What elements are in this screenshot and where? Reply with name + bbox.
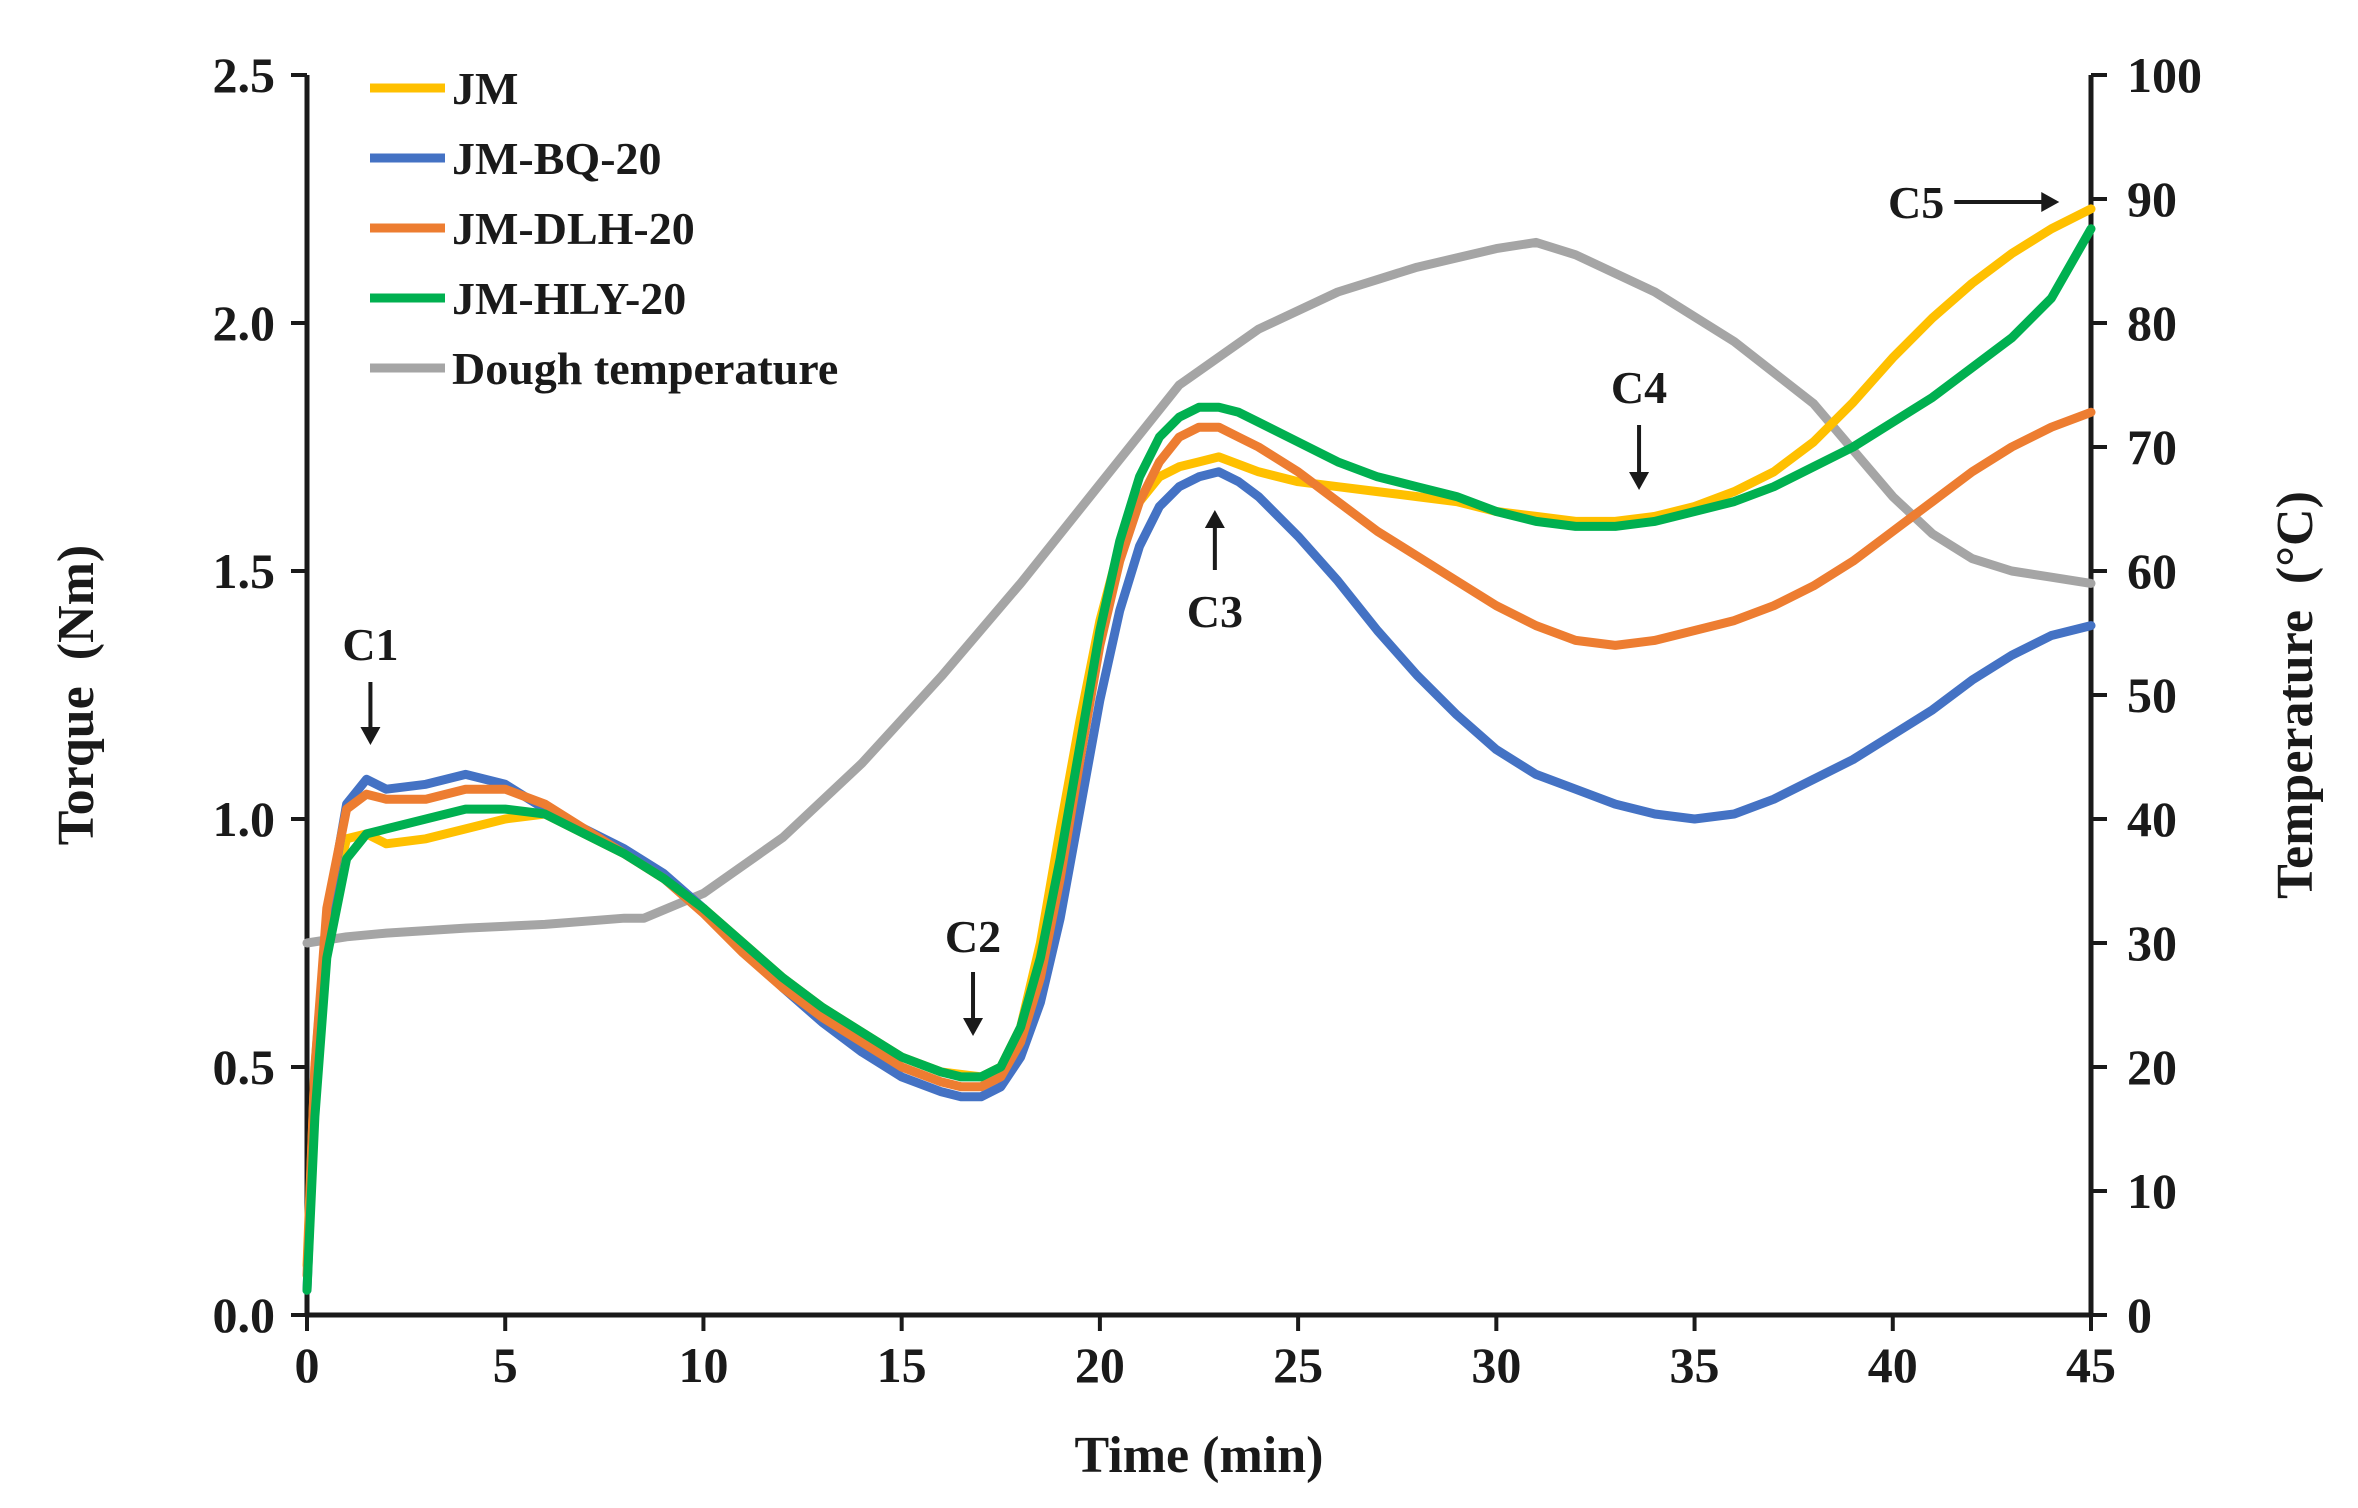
y2-tick-label: 100	[2127, 47, 2202, 103]
y2-tick-label: 10	[2127, 1163, 2177, 1219]
y-tick-label: 0.0	[213, 1287, 276, 1343]
annotation-arrowhead	[963, 1018, 984, 1036]
annotation-label: C5	[1888, 177, 1944, 228]
y2-tick-label: 0	[2127, 1287, 2152, 1343]
series-line-dough-temperature	[302, 237, 2096, 948]
x-tick-label: 20	[1075, 1337, 1125, 1393]
y-tick-label: 1.5	[213, 543, 276, 599]
y2-tick-label: 40	[2127, 791, 2177, 847]
ticks: 0 5 10 15 20 25 30 35 40 45 0.0 0.5 1.0 1.5 2.0 2.5 0 10 2…	[213, 47, 2203, 1393]
legend-label: JM	[452, 63, 518, 114]
y2-tick-label: 30	[2127, 915, 2177, 971]
annotation-arrowhead	[1204, 510, 1225, 528]
annotation-label: C1	[342, 619, 398, 670]
x-tick-label: 15	[877, 1337, 927, 1393]
y-tick-label: 0.5	[213, 1039, 276, 1095]
annotation-label: C4	[1611, 362, 1667, 413]
y2-tick-label: 60	[2127, 543, 2177, 599]
y-tick-label: 2.5	[213, 47, 276, 103]
y-tick-label: 1.0	[213, 791, 276, 847]
legend: JM JM-BQ-20 JM-DLH-20 JM-HLY-20 Dough temper…	[370, 63, 838, 394]
annotation-label: C3	[1187, 586, 1243, 637]
annotation-arrowhead	[360, 727, 381, 745]
y2-tick-label: 20	[2127, 1039, 2177, 1095]
x-tick-label: 10	[678, 1337, 728, 1393]
series-line-jm-hly-20	[302, 224, 2096, 1295]
series-line-jm-dlh-20	[302, 407, 2096, 1280]
y-axis-left-title: Torque (Nm)	[48, 545, 105, 845]
x-tick-label: 40	[1868, 1337, 1918, 1393]
y-tick-label: 2.0	[213, 295, 276, 351]
annotations: C1 C2 C3 C4 C5	[342, 177, 2060, 1036]
y2-tick-label: 50	[2127, 667, 2177, 723]
x-tick-label: 35	[1670, 1337, 1720, 1393]
x-tick-label: 30	[1471, 1337, 1521, 1393]
y2-tick-label: 70	[2127, 419, 2177, 475]
axes	[304, 75, 2094, 1318]
y2-tick-label: 80	[2127, 295, 2177, 351]
y-axis-right-title: Temperature (°C)	[2267, 491, 2324, 899]
y2-tick-label: 90	[2127, 171, 2177, 227]
x-axis-title: Time (min)	[1075, 1427, 1324, 1484]
annotation-arrowhead	[2041, 192, 2060, 212]
legend-label: JM-HLY-20	[452, 273, 686, 324]
legend-label: JM-BQ-20	[452, 133, 662, 184]
x-tick-label: 5	[493, 1337, 518, 1393]
annotation-arrowhead	[1629, 472, 1650, 490]
x-tick-label: 0	[295, 1337, 320, 1393]
series-group	[302, 204, 2096, 1295]
legend-label: JM-DLH-20	[452, 203, 695, 254]
x-tick-label: 25	[1273, 1337, 1323, 1393]
annotation-label: C2	[945, 911, 1001, 962]
x-tick-label: 45	[2066, 1337, 2116, 1393]
legend-label: Dough temperature	[452, 343, 838, 394]
